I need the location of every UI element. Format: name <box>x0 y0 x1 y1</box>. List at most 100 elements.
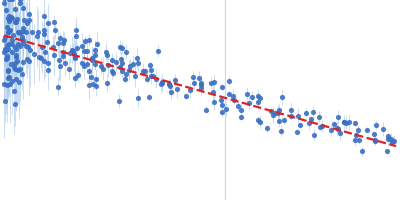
Point <box>2 48 8 51</box>
Point <box>123 51 129 54</box>
Point <box>20 60 26 63</box>
Point <box>40 14 47 18</box>
Point <box>134 96 141 100</box>
Point <box>89 83 96 86</box>
Point <box>86 69 92 73</box>
Point <box>6 15 12 18</box>
Point <box>226 79 232 83</box>
Point <box>12 45 18 48</box>
Point <box>372 139 378 142</box>
Point <box>20 6 26 9</box>
Point <box>88 76 94 79</box>
Point <box>116 99 122 102</box>
Point <box>8 16 14 19</box>
Point <box>92 63 98 66</box>
Point <box>196 76 203 79</box>
Point <box>109 69 116 73</box>
Point <box>19 26 26 30</box>
Point <box>343 121 350 124</box>
Point <box>316 115 322 118</box>
Point <box>4 31 11 34</box>
Point <box>8 62 14 66</box>
Point <box>391 139 397 142</box>
Point <box>3 8 10 12</box>
Point <box>31 52 37 56</box>
Point <box>306 122 312 125</box>
Point <box>109 59 116 62</box>
Point <box>198 86 204 89</box>
Point <box>14 17 20 20</box>
Point <box>17 1 24 4</box>
Point <box>296 123 303 127</box>
Point <box>40 59 47 62</box>
Point <box>5 77 11 80</box>
Point <box>166 82 172 86</box>
Point <box>223 108 229 111</box>
Point <box>26 60 32 63</box>
Point <box>117 45 123 49</box>
Point <box>255 118 261 121</box>
Point <box>116 66 123 69</box>
Point <box>23 21 30 24</box>
Point <box>145 95 152 99</box>
Point <box>12 62 18 65</box>
Point <box>380 128 386 131</box>
Point <box>230 99 237 102</box>
Point <box>9 79 15 82</box>
Point <box>89 59 96 62</box>
Point <box>92 48 99 51</box>
Point <box>276 108 282 111</box>
Point <box>272 111 278 114</box>
Point <box>7 28 13 32</box>
Point <box>17 67 24 71</box>
Point <box>39 46 45 49</box>
Point <box>27 48 34 52</box>
Point <box>84 49 90 52</box>
Point <box>35 30 41 33</box>
Point <box>44 41 50 44</box>
Point <box>51 21 58 24</box>
Point <box>5 19 12 22</box>
Point <box>8 50 15 53</box>
Point <box>132 74 138 78</box>
Point <box>352 138 358 141</box>
Point <box>372 139 378 142</box>
Point <box>182 95 189 98</box>
Point <box>51 54 57 57</box>
Point <box>19 35 26 39</box>
Point <box>353 133 359 137</box>
Point <box>159 80 165 84</box>
Point <box>153 77 159 80</box>
Point <box>388 138 394 141</box>
Point <box>268 110 274 113</box>
Point <box>311 133 318 136</box>
Point <box>29 30 36 33</box>
Point <box>14 30 21 33</box>
Point <box>148 68 154 71</box>
Point <box>4 44 10 47</box>
Point <box>244 93 250 96</box>
Point <box>278 96 285 99</box>
Point <box>74 74 81 77</box>
Point <box>330 122 337 125</box>
Point <box>144 77 150 80</box>
Point <box>122 73 129 76</box>
Point <box>79 62 85 65</box>
Point <box>317 125 324 128</box>
Point <box>249 95 256 99</box>
Point <box>2 99 8 102</box>
Point <box>210 90 216 94</box>
Point <box>5 30 12 33</box>
Point <box>50 45 56 49</box>
Point <box>72 77 78 80</box>
Point <box>118 57 124 61</box>
Point <box>56 37 63 40</box>
Point <box>71 52 78 55</box>
Point <box>158 82 164 86</box>
Point <box>203 108 210 111</box>
Point <box>340 120 347 124</box>
Point <box>42 51 48 54</box>
Point <box>211 100 218 103</box>
Point <box>12 68 18 71</box>
Point <box>310 111 316 114</box>
